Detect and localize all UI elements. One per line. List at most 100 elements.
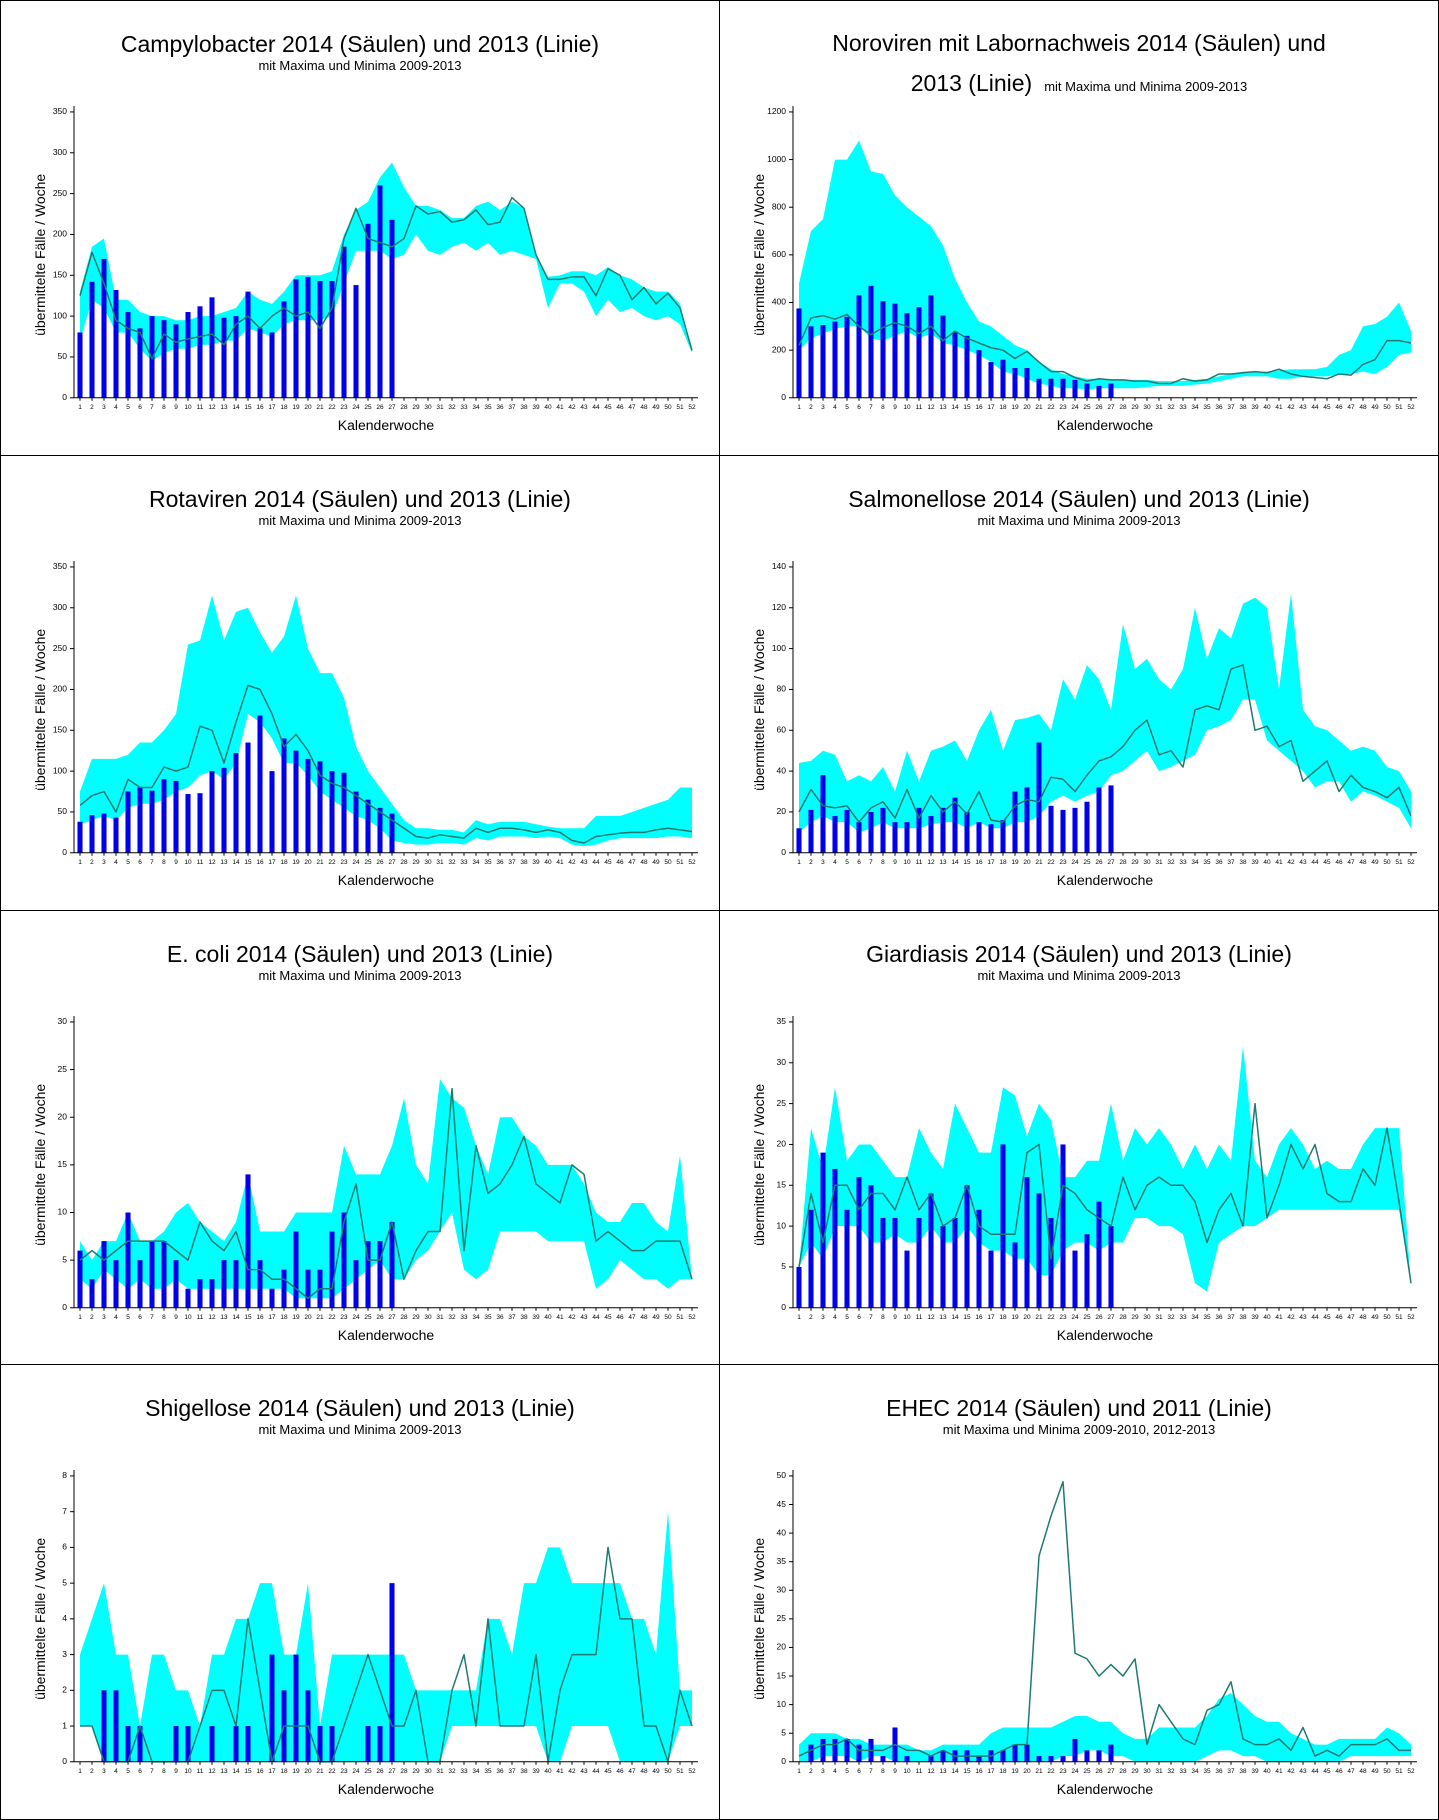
bar [1084, 383, 1090, 398]
bar [796, 1266, 802, 1308]
x-tick-label: 35 [1203, 1313, 1211, 1320]
x-tick-label: 39 [532, 1313, 540, 1320]
x-tick-label: 17 [987, 1768, 995, 1775]
x-tick-label: 41 [556, 1768, 564, 1775]
x-tick-label: 36 [496, 859, 504, 866]
x-tick-label: 3 [102, 1768, 106, 1775]
x-tick-label: 50 [1383, 1313, 1391, 1320]
bar [89, 814, 95, 853]
x-tick-label: 49 [1371, 404, 1379, 411]
x-tick-label: 10 [903, 1313, 911, 1320]
chart-title: EHEC 2014 (Säulen) und 2011 (Linie) [886, 1395, 1272, 1422]
x-tick-label: 47 [1347, 859, 1355, 866]
x-tick-label: 40 [544, 1768, 552, 1775]
x-tick-label: 41 [556, 859, 564, 866]
x-tick-label: 20 [1023, 404, 1031, 411]
x-tick-label: 48 [640, 1313, 648, 1320]
bar [305, 276, 311, 398]
x-tick-label: 8 [881, 859, 885, 866]
x-tick-label: 9 [893, 1313, 897, 1320]
x-tick-label: 24 [352, 1313, 360, 1320]
x-tick-label: 49 [652, 404, 660, 411]
bar [353, 285, 359, 398]
bar [952, 332, 958, 398]
bar [808, 809, 814, 853]
x-tick-label: 42 [1287, 859, 1295, 866]
x-tick-label: 46 [1335, 1313, 1343, 1320]
line-series [798, 313, 1412, 385]
bar [1000, 1750, 1006, 1763]
bar [940, 807, 946, 853]
bar [952, 797, 958, 853]
x-tick-label: 35 [484, 1768, 492, 1775]
x-tick-label: 44 [1311, 859, 1319, 866]
y-tick-label: 100 [772, 643, 786, 653]
bar [832, 321, 838, 398]
x-tick-label: 31 [436, 1768, 444, 1775]
x-tick-label: 42 [568, 1768, 576, 1775]
y-tick-label: 80 [777, 683, 787, 693]
bar [281, 301, 287, 398]
y-tick-label: 800 [772, 201, 786, 211]
x-tick-label: 41 [1275, 859, 1283, 866]
x-tick-label: 36 [1215, 404, 1223, 411]
x-tick-label: 47 [628, 859, 636, 866]
bar [916, 1217, 922, 1308]
x-tick-label: 51 [1395, 859, 1403, 866]
x-tick-label: 36 [496, 1313, 504, 1320]
x-tick-label: 43 [580, 859, 588, 866]
x-tick-label: 4 [114, 1768, 118, 1775]
bar [868, 285, 874, 398]
bar [365, 799, 371, 853]
bar [1048, 1756, 1054, 1763]
x-tick-label: 40 [544, 1313, 552, 1320]
min-max-band [80, 595, 692, 846]
x-tick-label: 5 [845, 859, 849, 866]
x-tick-label: 5 [126, 859, 130, 866]
bar [820, 325, 826, 398]
bar [1060, 378, 1066, 398]
x-axis-label: Kalenderwoche [1057, 1781, 1154, 1797]
bar [329, 1726, 335, 1763]
x-tick-label: 51 [1395, 404, 1403, 411]
x-tick-label: 10 [903, 859, 911, 866]
x-tick-label: 16 [975, 404, 983, 411]
x-tick-label: 40 [1263, 404, 1271, 411]
x-tick-label: 40 [1263, 1768, 1271, 1775]
x-tick-label: 46 [616, 404, 624, 411]
bar [940, 1750, 946, 1763]
y-tick-label: 20 [58, 1111, 68, 1121]
y-tick-label: 15 [58, 1159, 68, 1169]
chart-subtitle: mit Maxima und Minima 2009-2013 [258, 1422, 462, 1438]
x-tick-label: 37 [1227, 1768, 1235, 1775]
x-tick-label: 30 [1143, 1768, 1151, 1775]
x-tick-label: 35 [484, 404, 492, 411]
y-tick-label: 20 [777, 1138, 787, 1148]
bar [1072, 379, 1078, 398]
x-tick-label: 41 [1275, 1313, 1283, 1320]
y-tick-label: 1000 [767, 154, 786, 164]
y-tick-label: 4 [62, 1613, 67, 1623]
x-tick-label: 19 [292, 1768, 300, 1775]
x-tick-label: 25 [1083, 859, 1091, 866]
x-tick-label: 28 [400, 859, 408, 866]
x-tick-label: 27 [388, 404, 396, 411]
x-tick-label: 6 [857, 1768, 861, 1775]
x-tick-label: 17 [268, 404, 276, 411]
y-tick-label: 8 [62, 1470, 67, 1480]
x-tick-label: 48 [1359, 859, 1367, 866]
x-tick-label: 6 [138, 404, 142, 411]
x-tick-label: 5 [126, 404, 130, 411]
bar [904, 1250, 910, 1308]
bar [1024, 368, 1030, 398]
x-tick-label: 44 [592, 859, 600, 866]
x-tick-label: 45 [1323, 859, 1331, 866]
x-tick-label: 18 [999, 859, 1007, 866]
bar [173, 780, 179, 853]
x-tick-label: 29 [1131, 859, 1139, 866]
x-tick-label: 43 [1299, 859, 1307, 866]
bar [964, 811, 970, 853]
chart-panel: EHEC 2014 (Säulen) und 2011 (Linie) mit M… [720, 1365, 1438, 1819]
x-tick-label: 40 [544, 859, 552, 866]
